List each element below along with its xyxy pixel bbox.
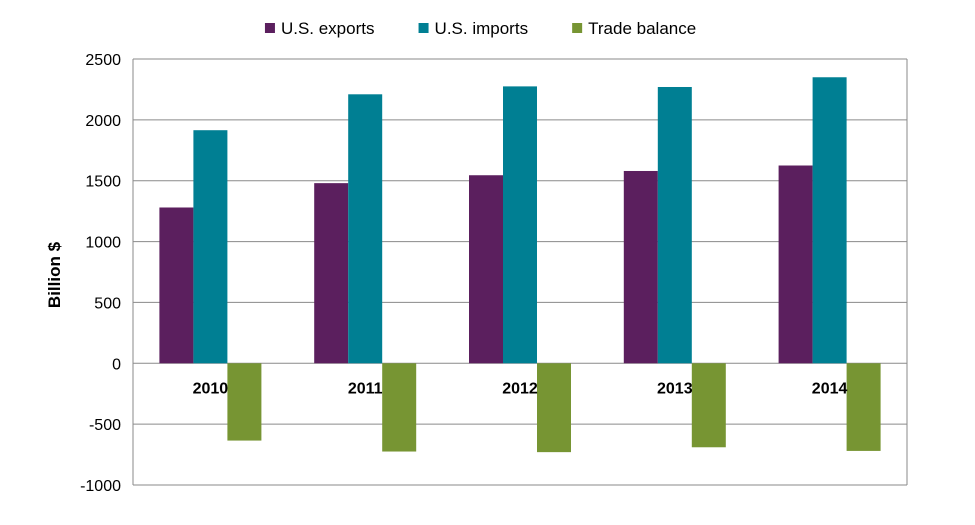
bar-trade-balance-2011 bbox=[382, 363, 417, 452]
y-tick-label: 500 bbox=[94, 295, 121, 312]
bar-u-s-exports-2013 bbox=[623, 170, 658, 364]
bar-trade-balance-2012 bbox=[537, 363, 571, 453]
x-category-label: 2010 bbox=[193, 380, 229, 397]
bar-u-s-imports-2014 bbox=[812, 77, 847, 364]
legend: U.S. exports U.S. imports Trade balance bbox=[264, 19, 696, 38]
bar-trade-balance-2014 bbox=[846, 363, 881, 451]
y-tick-label: -1000 bbox=[80, 478, 121, 495]
y-axis-ticks: 2500 2000 1500 1000 500 0 -500 -1000 bbox=[80, 52, 121, 495]
x-category-label: 2014 bbox=[812, 380, 848, 397]
legend-swatch bbox=[418, 23, 429, 33]
y-tick-label: 2500 bbox=[85, 52, 121, 69]
bar-u-s-imports-2012 bbox=[503, 86, 537, 364]
bar-u-s-exports-2010 bbox=[159, 207, 194, 364]
legend-swatch bbox=[572, 23, 583, 33]
legend-label: Trade balance bbox=[588, 19, 696, 38]
legend-swatch bbox=[264, 23, 275, 33]
y-axis-label: Billion $ bbox=[45, 241, 64, 308]
y-tick-label: 2000 bbox=[85, 113, 121, 130]
y-tick-label: 1500 bbox=[85, 174, 121, 191]
y-tick-label: 0 bbox=[112, 356, 121, 373]
bar-u-s-imports-2010 bbox=[193, 130, 228, 364]
x-category-label: 2013 bbox=[657, 380, 693, 397]
bar-trade-balance-2013 bbox=[691, 363, 726, 448]
bar-u-s-imports-2011 bbox=[348, 94, 383, 364]
bar-u-s-exports-2011 bbox=[314, 183, 349, 364]
bar-u-s-exports-2012 bbox=[469, 175, 503, 364]
category-labels: 2010 2011 2012 2013 2014 bbox=[193, 380, 848, 397]
x-category-label: 2012 bbox=[502, 380, 538, 397]
bar-u-s-exports-2014 bbox=[778, 165, 813, 364]
y-tick-label: 1000 bbox=[85, 235, 121, 252]
bar-u-s-imports-2013 bbox=[657, 86, 692, 364]
bars bbox=[159, 77, 881, 453]
bar-trade-balance-2010 bbox=[227, 363, 262, 441]
legend-label: U.S. imports bbox=[435, 19, 529, 38]
x-category-label: 2011 bbox=[348, 380, 383, 397]
y-tick-label: -500 bbox=[89, 417, 121, 434]
legend-label: U.S. exports bbox=[281, 19, 375, 38]
